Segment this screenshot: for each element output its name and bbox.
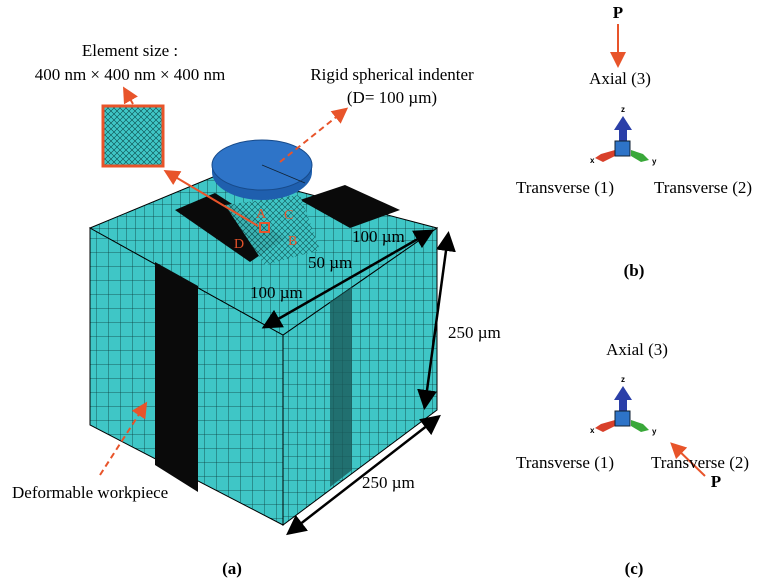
panel-label: (b) xyxy=(624,261,645,280)
indenter-label: Rigid spherical indenter xyxy=(310,65,474,84)
axis-arrow-x xyxy=(595,420,615,432)
point-label: C xyxy=(284,208,293,223)
axis-label: Transverse (2) xyxy=(651,453,749,472)
axis-arrow-z xyxy=(614,116,632,142)
triad-cube xyxy=(615,141,630,156)
axis-label: Transverse (2) xyxy=(654,178,752,197)
figure: Element size : 400 nm × 400 nm × 400 nm … xyxy=(0,0,764,586)
axis-label: Axial (3) xyxy=(589,69,651,88)
triad: z x y xyxy=(590,375,657,436)
triad-cube xyxy=(615,411,630,426)
axis-label: Axial (3) xyxy=(606,340,668,359)
axis-arrow-z xyxy=(614,386,632,412)
dimension-label: 100 µm xyxy=(250,283,303,302)
point-label: D xyxy=(234,237,244,252)
workpiece-label: Deformable workpiece xyxy=(12,483,168,502)
axis-arrow-x xyxy=(595,150,615,162)
triad: z x y xyxy=(590,105,657,166)
element-inset xyxy=(103,106,163,166)
indenter-diameter: (D= 100 µm) xyxy=(347,88,437,107)
axis-letter: x xyxy=(590,426,595,435)
axis-arrow-y xyxy=(631,420,649,432)
load-label: P xyxy=(613,3,623,22)
axis-label: Transverse (1) xyxy=(516,178,614,197)
load-label: P xyxy=(711,472,721,491)
axis-letter: z xyxy=(621,105,625,114)
element-size-title: Element size : xyxy=(82,41,178,60)
element-size: 400 nm × 400 nm × 400 nm xyxy=(35,65,226,84)
dimension-label: 50 µm xyxy=(308,253,352,272)
axis-letter: x xyxy=(590,156,595,165)
panel-label: (c) xyxy=(625,559,644,578)
dimension-label: 250 µm xyxy=(448,323,501,342)
axis-letter: y xyxy=(652,157,657,166)
panel-label: (a) xyxy=(222,559,242,578)
axis-label: Transverse (1) xyxy=(516,453,614,472)
point-label: B xyxy=(288,234,297,249)
axis-arrow-y xyxy=(631,150,649,162)
dimension-label: 100 µm xyxy=(352,227,405,246)
axis-letter: z xyxy=(621,375,625,384)
point-label: A xyxy=(256,207,267,222)
dimension-label: 250 µm xyxy=(362,473,415,492)
axis-letter: y xyxy=(652,427,657,436)
